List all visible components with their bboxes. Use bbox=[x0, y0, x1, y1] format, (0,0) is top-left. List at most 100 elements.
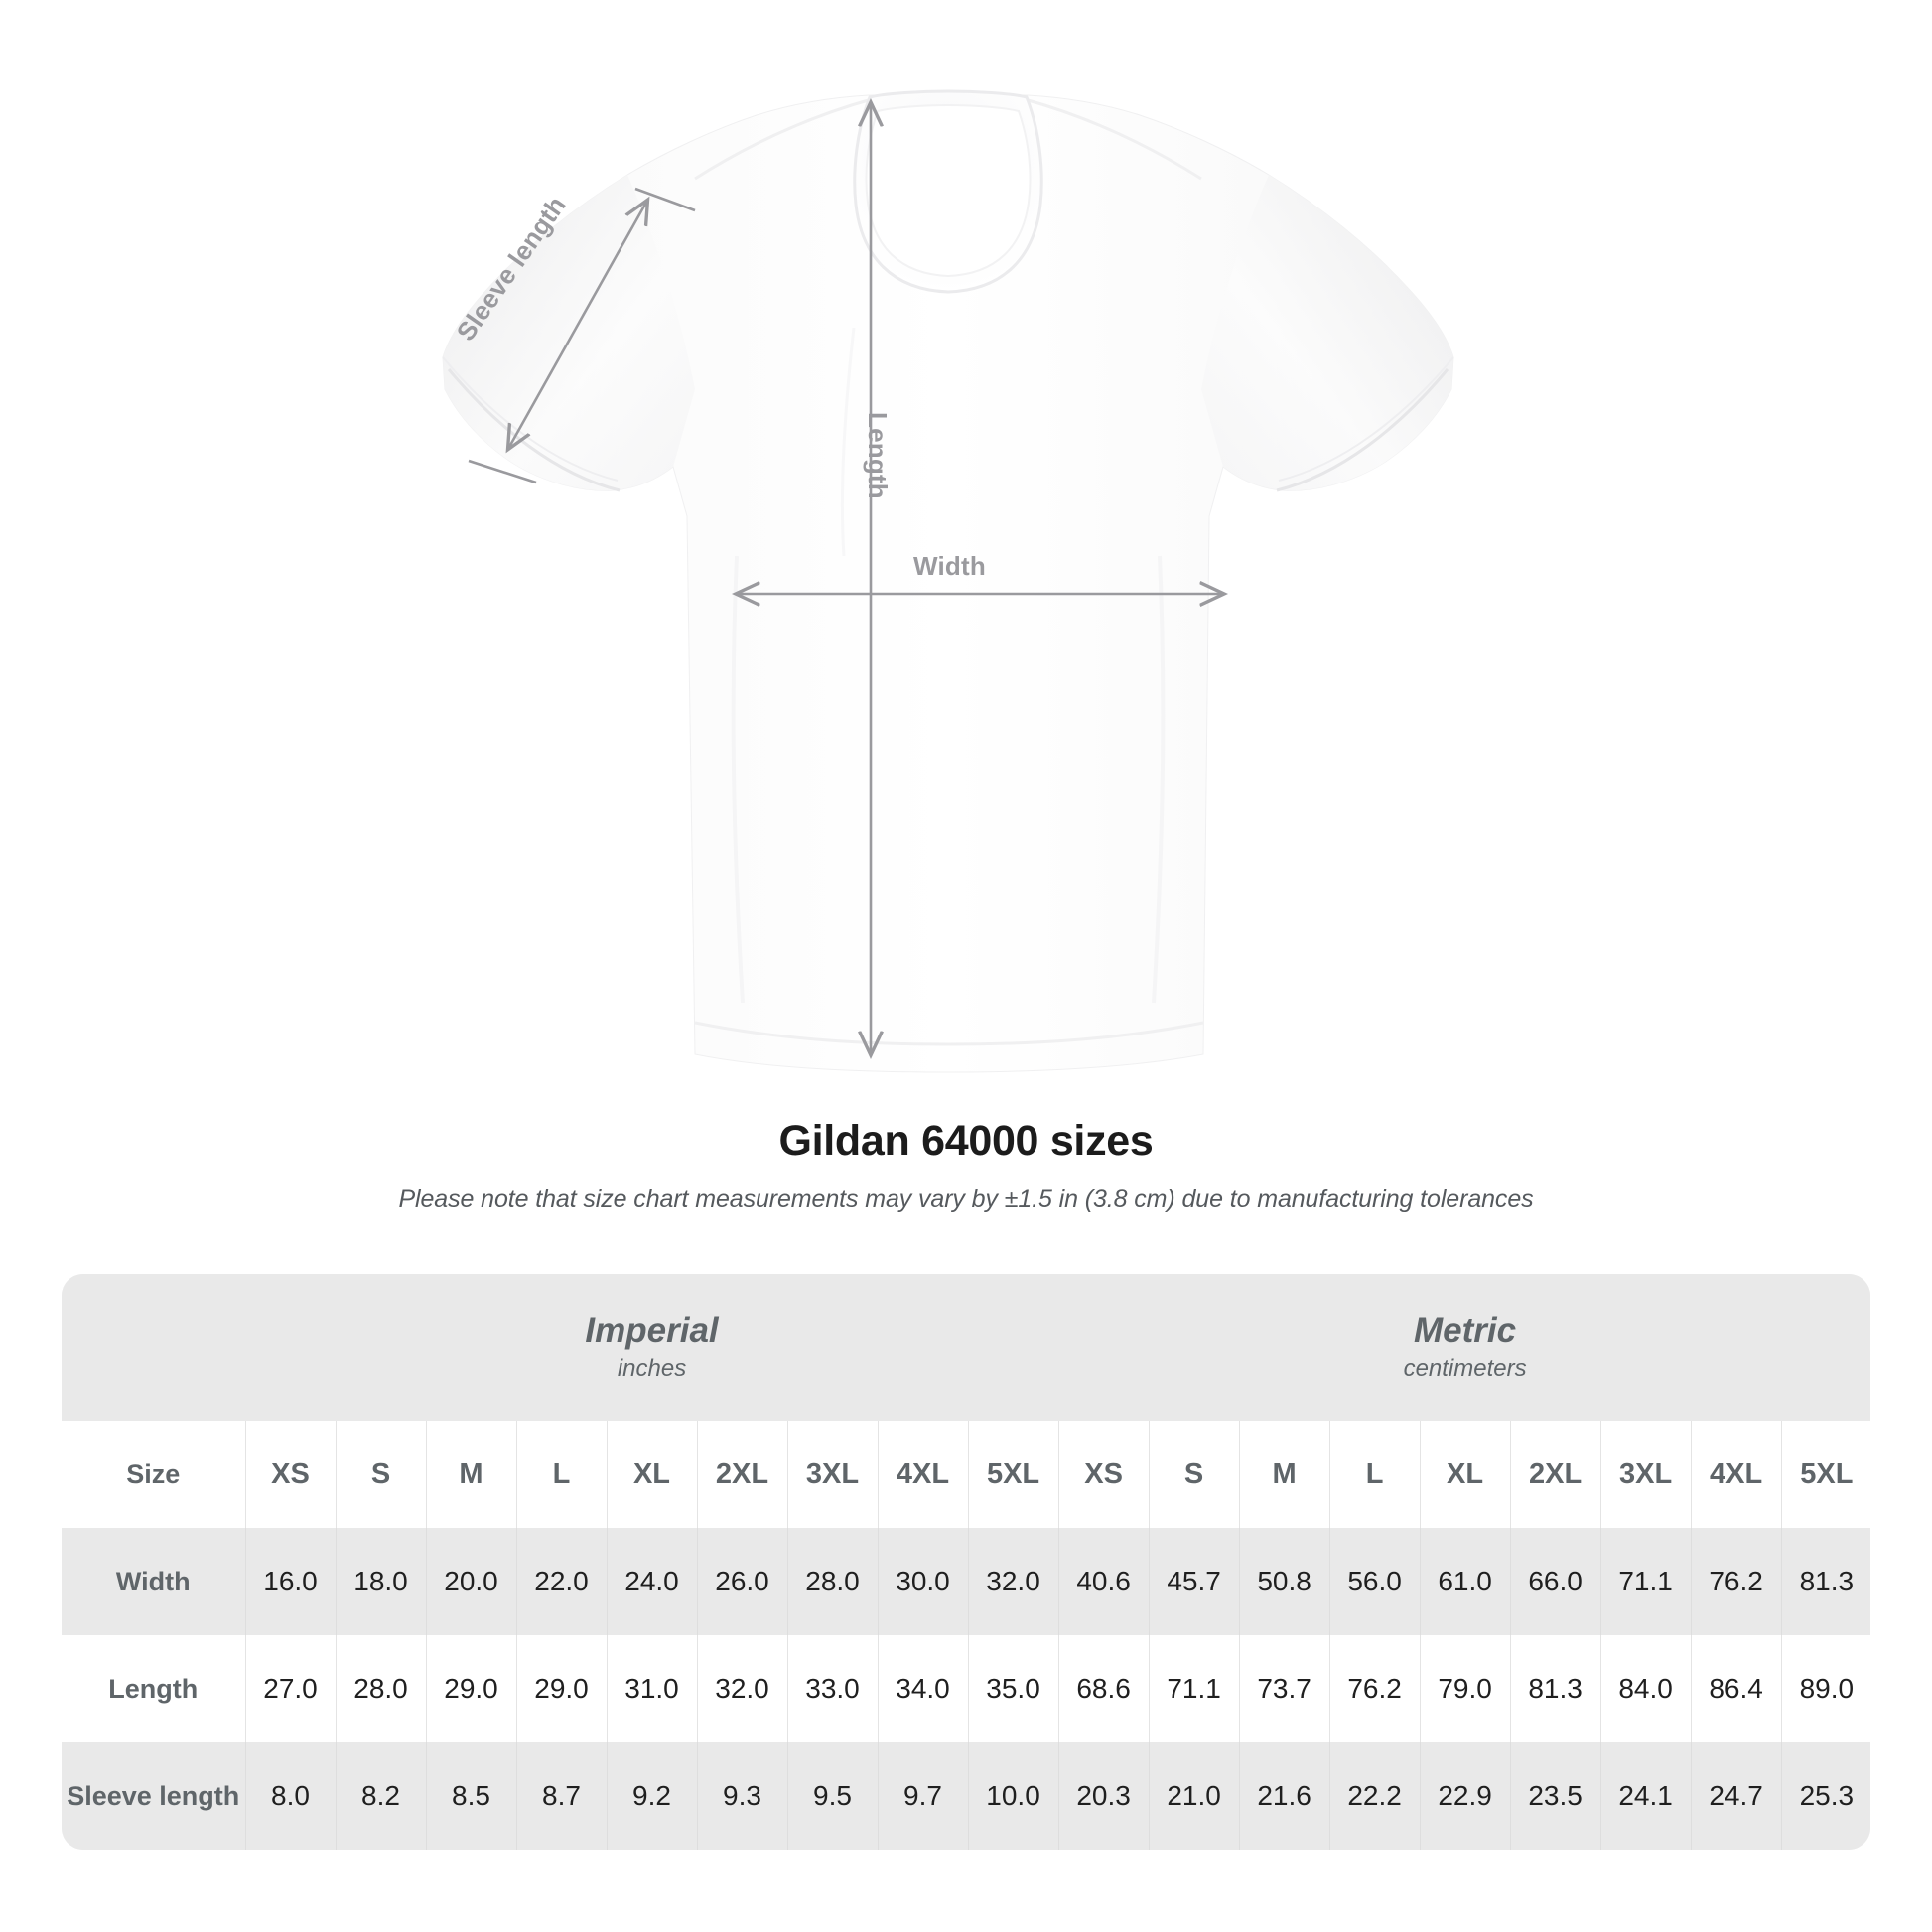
sleeve-length-arrow bbox=[508, 201, 647, 449]
cell-value: 79.0 bbox=[1419, 1635, 1511, 1742]
tolerance-note: Please note that size chart measurements… bbox=[398, 1185, 1534, 1213]
size-header-cell: XL bbox=[606, 1421, 697, 1528]
fabric-fold bbox=[1152, 555, 1166, 1004]
size-header-cell: 4XL bbox=[1690, 1421, 1782, 1528]
size-header-cell: S bbox=[1148, 1421, 1240, 1528]
cell-value: 24.0 bbox=[606, 1528, 697, 1635]
cell-value: 27.0 bbox=[244, 1635, 336, 1742]
size-header-cell: 2XL bbox=[696, 1421, 787, 1528]
cell-value: 66.0 bbox=[1509, 1528, 1601, 1635]
cell-value: 32.0 bbox=[696, 1635, 787, 1742]
size-header-cell: 3XL bbox=[786, 1421, 878, 1528]
cell-value: 26.0 bbox=[696, 1528, 787, 1635]
size-header-row: Size XS S M L XL 2XL 3XL 4XL 5XL XS S M … bbox=[62, 1421, 1870, 1528]
cell-value: 22.0 bbox=[515, 1528, 607, 1635]
size-header-cell: XS bbox=[244, 1421, 336, 1528]
sleeve-tick-top bbox=[634, 187, 696, 212]
length-annotation-label: Length bbox=[863, 412, 893, 499]
cell-value: 23.5 bbox=[1509, 1742, 1601, 1850]
right-sleeve bbox=[1201, 175, 1453, 491]
measurement-annotations bbox=[468, 103, 1223, 1054]
cell-value: 8.0 bbox=[244, 1742, 336, 1850]
table-row: Length 27.0 28.0 29.0 29.0 31.0 32.0 33.… bbox=[62, 1635, 1870, 1742]
group-header-imperial: Imperial inches bbox=[245, 1274, 1059, 1421]
sleeve-tick-bottom bbox=[468, 459, 537, 484]
cell-value: 61.0 bbox=[1419, 1528, 1511, 1635]
group-name-imperial: Imperial bbox=[585, 1311, 719, 1350]
cell-value: 16.0 bbox=[244, 1528, 336, 1635]
cell-value: 22.9 bbox=[1419, 1742, 1511, 1850]
cell-value: 8.7 bbox=[515, 1742, 607, 1850]
size-table-card: Imperial inches Metric centimeters Size … bbox=[62, 1274, 1870, 1850]
size-header-cell: 4XL bbox=[877, 1421, 968, 1528]
fabric-fold bbox=[840, 327, 856, 557]
cell-value: 32.0 bbox=[967, 1528, 1059, 1635]
cell-value: 18.0 bbox=[335, 1528, 426, 1635]
cell-value: 34.0 bbox=[877, 1635, 968, 1742]
tshirt-shape bbox=[442, 89, 1454, 1073]
size-header-cell: S bbox=[335, 1421, 426, 1528]
table-row: Sleeve length 8.0 8.2 8.5 8.7 9.2 9.3 9.… bbox=[62, 1742, 1870, 1850]
cell-value: 22.2 bbox=[1328, 1742, 1421, 1850]
cell-value: 28.0 bbox=[786, 1528, 878, 1635]
table-row: Width 16.0 18.0 20.0 22.0 24.0 26.0 28.0… bbox=[62, 1528, 1870, 1635]
cell-value: 31.0 bbox=[606, 1635, 697, 1742]
cell-value: 21.0 bbox=[1148, 1742, 1240, 1850]
cell-value: 89.0 bbox=[1780, 1635, 1870, 1742]
cell-value: 56.0 bbox=[1328, 1528, 1421, 1635]
unit-group-header-row: Imperial inches Metric centimeters bbox=[62, 1274, 1870, 1421]
cell-value: 84.0 bbox=[1599, 1635, 1692, 1742]
cell-value: 81.3 bbox=[1780, 1528, 1870, 1635]
size-header-cell: L bbox=[1328, 1421, 1421, 1528]
size-header-cell: L bbox=[515, 1421, 607, 1528]
cell-value: 86.4 bbox=[1690, 1635, 1782, 1742]
cell-value: 9.3 bbox=[696, 1742, 787, 1850]
cell-value: 76.2 bbox=[1690, 1528, 1782, 1635]
right-sleeve-hem-inner bbox=[1278, 356, 1454, 482]
size-header-cell: 5XL bbox=[967, 1421, 1059, 1528]
chart-heading-block: Gildan 64000 sizes Please note that size… bbox=[0, 1117, 1932, 1214]
size-header-cell: XL bbox=[1419, 1421, 1511, 1528]
group-header-metric: Metric centimeters bbox=[1058, 1274, 1870, 1421]
tshirt-illustration bbox=[442, 89, 1454, 1073]
size-chart-table: Imperial inches Metric centimeters Size … bbox=[62, 1274, 1870, 1850]
group-unit-metric: centimeters bbox=[1403, 1355, 1527, 1383]
cell-value: 71.1 bbox=[1148, 1635, 1240, 1742]
bottom-hem bbox=[694, 1021, 1204, 1046]
right-sleeve-hem bbox=[1276, 368, 1449, 492]
size-header-cell: 5XL bbox=[1780, 1421, 1870, 1528]
group-name-metric: Metric bbox=[1414, 1311, 1517, 1350]
cell-value: 28.0 bbox=[335, 1635, 426, 1742]
size-header-cell: 3XL bbox=[1599, 1421, 1692, 1528]
row-label-width: Width bbox=[62, 1528, 245, 1635]
collar-inner bbox=[865, 103, 1032, 278]
cell-value: 71.1 bbox=[1599, 1528, 1692, 1635]
width-annotation-label: Width bbox=[913, 551, 986, 581]
cell-value: 40.6 bbox=[1057, 1528, 1150, 1635]
cell-value: 45.7 bbox=[1148, 1528, 1240, 1635]
size-header-cell: 2XL bbox=[1509, 1421, 1601, 1528]
cell-value: 29.0 bbox=[515, 1635, 607, 1742]
cell-value: 81.3 bbox=[1509, 1635, 1601, 1742]
right-shoulder-seam bbox=[1024, 97, 1202, 181]
cell-value: 30.0 bbox=[877, 1528, 968, 1635]
size-header-cell: M bbox=[1238, 1421, 1330, 1528]
cell-value: 24.7 bbox=[1690, 1742, 1782, 1850]
cell-value: 10.0 bbox=[967, 1742, 1059, 1850]
group-unit-imperial: inches bbox=[617, 1355, 687, 1383]
cell-value: 35.0 bbox=[967, 1635, 1059, 1742]
cell-value: 24.1 bbox=[1599, 1742, 1692, 1850]
cell-value: 25.3 bbox=[1780, 1742, 1870, 1850]
cell-value: 8.5 bbox=[425, 1742, 516, 1850]
cell-value: 33.0 bbox=[786, 1635, 878, 1742]
cell-value: 9.7 bbox=[877, 1742, 968, 1850]
group-header-spacer bbox=[62, 1274, 245, 1421]
cell-value: 29.0 bbox=[425, 1635, 516, 1742]
cell-value: 8.2 bbox=[335, 1742, 426, 1850]
page-title: Gildan 64000 sizes bbox=[778, 1117, 1154, 1165]
cell-value: 76.2 bbox=[1328, 1635, 1421, 1742]
row-label-sleeve-length: Sleeve length bbox=[62, 1742, 245, 1850]
fabric-fold bbox=[731, 555, 745, 1004]
cell-value: 68.6 bbox=[1057, 1635, 1150, 1742]
